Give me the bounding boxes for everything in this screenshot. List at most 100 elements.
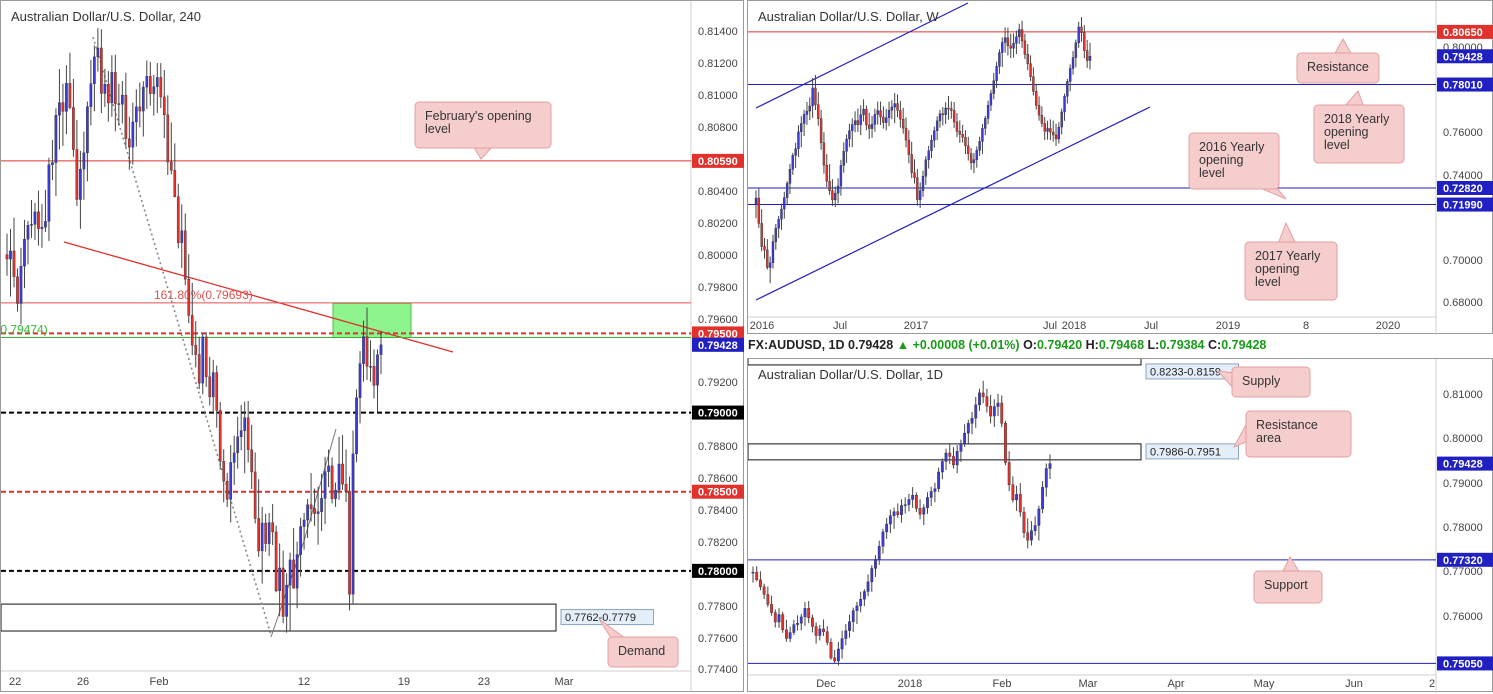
candle	[68, 83, 72, 108]
price-tag	[1437, 552, 1493, 567]
x-tick-label: 2017	[904, 320, 928, 332]
candle	[885, 117, 888, 123]
candle	[851, 124, 854, 131]
x-tick-label: 2019	[1216, 320, 1240, 332]
candle	[901, 118, 905, 129]
candle	[882, 116, 885, 123]
candle	[900, 505, 903, 515]
candle	[944, 452, 948, 462]
y-tick-label: 0.78000	[1443, 522, 1483, 534]
candle	[1035, 91, 1038, 106]
fib-label: 0%(0.79474)	[1, 323, 48, 337]
x-tick-label: 19	[398, 676, 410, 688]
candle	[890, 106, 894, 111]
candle	[309, 504, 313, 509]
candle	[921, 176, 925, 191]
candle	[100, 47, 103, 94]
candle	[372, 366, 376, 386]
price-tag	[1437, 24, 1493, 39]
x-tick-label: Dec	[816, 678, 836, 690]
candle	[330, 465, 334, 499]
candle	[334, 489, 337, 499]
candle	[1088, 56, 1092, 61]
chart-panel-weekly[interactable]: 0.80000 0.76000 0.74000 0.70000 0.68000 2016 J…	[747, 0, 1493, 335]
candle	[1046, 128, 1049, 132]
candle	[914, 495, 918, 509]
candle	[771, 241, 775, 263]
callout-mask	[1315, 106, 1403, 162]
y-tick-label: 0.80200	[698, 218, 738, 230]
quote-open: 0.79420	[1036, 338, 1083, 352]
chart-panel-4h[interactable]: 0.814000.812000.810000.808000.806000.804…	[0, 0, 744, 693]
callout-mask	[416, 103, 550, 147]
y-tick-label: 0.77400	[698, 664, 738, 676]
candle	[856, 120, 860, 125]
candle	[859, 114, 862, 125]
candle	[162, 96, 166, 116]
candle	[351, 453, 355, 595]
candle	[141, 86, 145, 112]
candle	[197, 354, 201, 384]
callout-mask	[1298, 54, 1378, 82]
candle	[751, 571, 755, 574]
candle	[72, 107, 75, 150]
candle	[96, 47, 100, 58]
callout-text: Demand	[618, 644, 665, 658]
candle	[810, 617, 814, 627]
confluence-zone	[332, 302, 412, 339]
price-tag-label: 0.80590	[698, 156, 738, 168]
zone-box	[1, 603, 557, 632]
candle	[1037, 508, 1041, 526]
candle	[907, 499, 911, 505]
price-tag-label: 0.77320	[1443, 555, 1483, 567]
candle	[842, 151, 845, 166]
candle	[781, 614, 785, 631]
candle	[1043, 123, 1046, 132]
candle	[770, 604, 773, 613]
chart-panel-daily[interactable]: 0.81000 0.80000 0.79000 0.78000 0.77000 0.760…	[747, 358, 1493, 693]
zone-label: 0.7986-0.7951	[1145, 443, 1239, 460]
candle	[285, 584, 288, 617]
candle	[822, 628, 825, 632]
candle	[870, 124, 874, 129]
candle	[950, 108, 953, 111]
candle	[910, 154, 913, 173]
x-tick-label: May	[1254, 678, 1275, 690]
candle	[825, 164, 828, 182]
candle	[114, 72, 117, 104]
y-tick-label: 0.80000	[1443, 433, 1483, 445]
y-tick-label: 0.78600	[698, 473, 738, 485]
candle	[984, 118, 987, 129]
candle	[51, 162, 54, 165]
callout-text: opening	[1255, 262, 1300, 276]
candle	[61, 102, 65, 112]
y-tick-label: 0.81000	[698, 90, 738, 102]
candle	[802, 114, 806, 124]
candle	[274, 531, 278, 592]
candle	[896, 511, 900, 515]
candle	[93, 56, 96, 84]
candle	[313, 508, 316, 514]
candle	[985, 396, 989, 407]
y-tick-label: 0.81200	[698, 58, 738, 70]
y-tick-label: 0.74000	[1443, 170, 1483, 182]
candle	[107, 84, 110, 104]
candle	[792, 624, 796, 633]
candle	[964, 136, 967, 147]
candle	[1018, 29, 1021, 37]
candle	[935, 120, 939, 131]
candle	[851, 610, 855, 622]
candle	[1023, 40, 1027, 55]
candle	[316, 511, 320, 514]
candle	[1057, 126, 1061, 140]
candle	[54, 115, 58, 163]
candle	[121, 94, 124, 105]
candle	[145, 76, 149, 88]
candle	[958, 131, 961, 135]
candle	[800, 123, 803, 132]
y-tick-label: 0.79200	[698, 377, 738, 389]
candle	[966, 423, 970, 434]
candle	[879, 110, 882, 118]
x-tick-label: 2016	[750, 320, 774, 332]
